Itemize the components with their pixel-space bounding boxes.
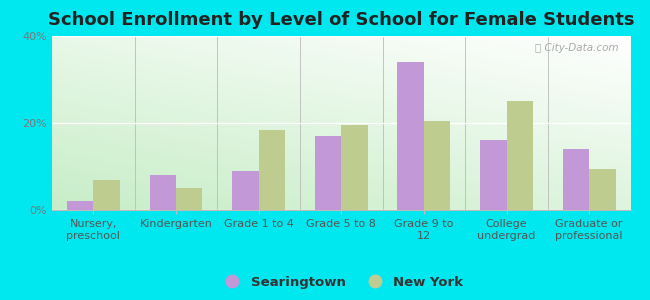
- Bar: [563, 149, 589, 210]
- Bar: [94, 179, 120, 210]
- Title: School Enrollment by Level of School for Female Students: School Enrollment by Level of School for…: [48, 11, 634, 29]
- Bar: [341, 125, 368, 210]
- Bar: [259, 130, 285, 210]
- Bar: [424, 121, 450, 210]
- Bar: [506, 101, 533, 210]
- Bar: [480, 140, 506, 210]
- Bar: [176, 188, 202, 210]
- Bar: [397, 62, 424, 210]
- Bar: [232, 171, 259, 210]
- Bar: [315, 136, 341, 210]
- Text: ⓘ City-Data.com: ⓘ City-Data.com: [536, 43, 619, 53]
- Bar: [67, 201, 94, 210]
- Bar: [589, 169, 616, 210]
- Legend: Searingtown, New York: Searingtown, New York: [214, 270, 469, 294]
- Bar: [150, 175, 176, 210]
